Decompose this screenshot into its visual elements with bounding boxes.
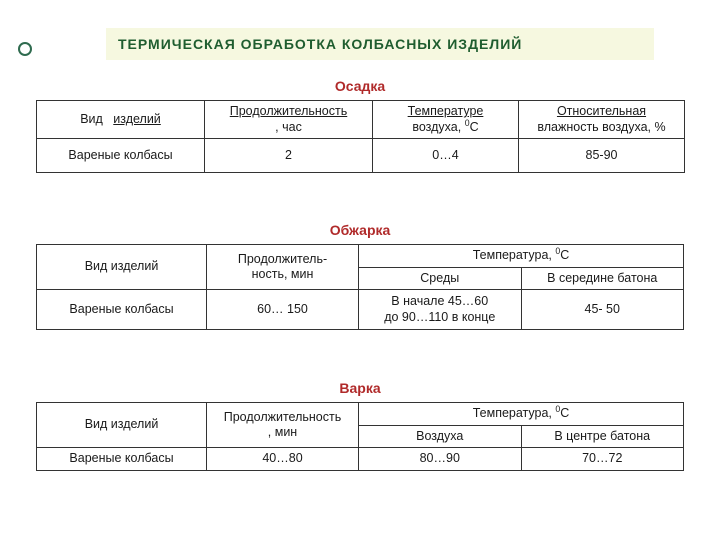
cell: 70…72 bbox=[521, 448, 684, 471]
text: Продолжительность bbox=[224, 410, 342, 424]
text: С bbox=[470, 120, 479, 134]
table-osadka: Вид изделий Продолжительность , час Темп… bbox=[36, 100, 685, 173]
slide: ТЕРМИЧЕСКАЯ ОБРАБОТКА КОЛБАСНЫХ ИЗДЕЛИЙ … bbox=[0, 0, 720, 540]
text: до 90…110 в конце bbox=[384, 310, 495, 324]
table-row: Вареные колбасы 2 0…4 85-90 bbox=[37, 139, 685, 173]
table-row: Вареные колбасы 60… 150 В начале 45…60 д… bbox=[37, 290, 684, 330]
text: Относительная bbox=[557, 104, 646, 118]
col-header: Продолжитель- ность, мин bbox=[207, 245, 359, 290]
cell: 60… 150 bbox=[207, 290, 359, 330]
col-header: Температура, 0С bbox=[359, 403, 684, 426]
table-row: Вареные колбасы 40…80 80…90 70…72 bbox=[37, 448, 684, 471]
col-header: Вид изделий bbox=[37, 101, 205, 139]
cell: Вареные колбасы bbox=[37, 139, 205, 173]
cell: 2 bbox=[205, 139, 373, 173]
cell: 40…80 bbox=[207, 448, 359, 471]
col-header: Воздуха bbox=[359, 425, 522, 448]
text: С bbox=[560, 406, 569, 420]
col-header: Вид изделий bbox=[37, 245, 207, 290]
col-header: Относительная влажность воздуха, % bbox=[519, 101, 685, 139]
text: Продолжитель- bbox=[238, 252, 327, 266]
text: Вид bbox=[80, 112, 103, 126]
text: Температуре bbox=[408, 104, 484, 118]
col-header: Среды bbox=[359, 267, 522, 290]
col-header: Продолжительность , мин bbox=[207, 403, 359, 448]
text: В начале 45…60 bbox=[391, 294, 488, 308]
cell: 80…90 bbox=[359, 448, 522, 471]
cell: В начале 45…60 до 90…110 в конце bbox=[359, 290, 522, 330]
table-objarka: Вид изделий Продолжитель- ность, мин Тем… bbox=[36, 244, 684, 330]
col-header: Температуре воздуха, 0С bbox=[373, 101, 519, 139]
text: воздуха, bbox=[412, 120, 464, 134]
text: С bbox=[560, 248, 569, 262]
cell: Вареные колбасы bbox=[37, 290, 207, 330]
text: ность, мин bbox=[252, 267, 314, 281]
cell: 0…4 bbox=[373, 139, 519, 173]
col-header: В центре батона bbox=[521, 425, 684, 448]
section-heading-varka: Варка bbox=[0, 380, 720, 396]
text: Температура, bbox=[473, 248, 556, 262]
text: изделий bbox=[113, 112, 161, 126]
cell: 45- 50 bbox=[521, 290, 684, 330]
text: Температура, bbox=[473, 406, 556, 420]
col-header: Продолжительность , час bbox=[205, 101, 373, 139]
col-header: Температура, 0С bbox=[359, 245, 684, 268]
section-heading-objarka: Обжарка bbox=[0, 222, 720, 238]
text: Продолжительность bbox=[230, 104, 348, 118]
col-header: В середине батона bbox=[521, 267, 684, 290]
cell: 85-90 bbox=[519, 139, 685, 173]
text: влажность воздуха, % bbox=[537, 120, 665, 134]
slide-title: ТЕРМИЧЕСКАЯ ОБРАБОТКА КОЛБАСНЫХ ИЗДЕЛИЙ bbox=[106, 28, 654, 60]
table-varka: Вид изделий Продолжительность , мин Темп… bbox=[36, 402, 684, 471]
col-header: Вид изделий bbox=[37, 403, 207, 448]
bullet-icon bbox=[18, 42, 32, 56]
section-heading-osadka: Осадка bbox=[0, 78, 720, 94]
cell: Вареные колбасы bbox=[37, 448, 207, 471]
text: , мин bbox=[268, 425, 297, 439]
text: , час bbox=[275, 120, 302, 134]
